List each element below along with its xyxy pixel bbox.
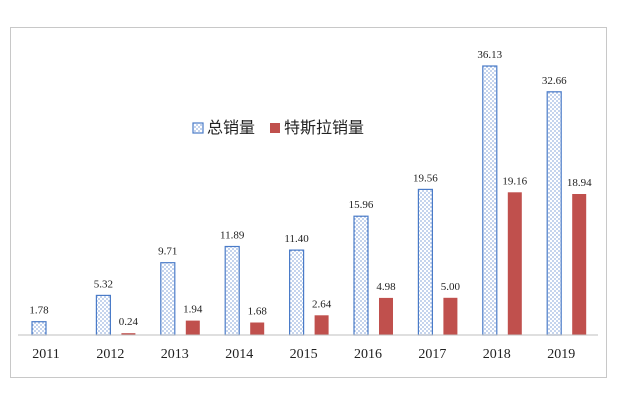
bar-series2-2012 [121, 333, 136, 335]
value-label-series2-2017: 5.00 [441, 281, 461, 293]
value-label-series2-2015: 2.64 [312, 298, 332, 310]
value-label-series1-2016: 15.96 [349, 199, 374, 211]
bars-layer [31, 65, 587, 336]
x-tick-label-2014: 2014 [225, 347, 253, 362]
value-label-series1-2019: 32.66 [542, 75, 567, 87]
legend-swatch-series2 [270, 123, 280, 133]
value-label-series1-2011: 1.78 [29, 305, 49, 317]
bar-series2-2014 [250, 322, 265, 335]
bar-series2-2017 [443, 297, 458, 335]
bar-series2-2018 [507, 192, 522, 335]
value-label-series2-2018: 19.16 [502, 175, 527, 187]
bar-series1-2013 [160, 262, 176, 336]
bar-series2-2015 [314, 315, 329, 335]
bar-series2-2016 [379, 297, 393, 335]
value-label-series2-2013: 1.94 [183, 304, 203, 316]
legend-label-series2: 特斯拉销量 [284, 118, 364, 137]
value-label-series1-2012: 5.32 [94, 278, 113, 290]
value-label-series2-2012: 0.24 [119, 316, 139, 328]
bar-series1-2012 [95, 294, 112, 336]
x-tick-label-2011: 2011 [32, 347, 59, 362]
bar-series1-2015 [289, 249, 305, 336]
value-label-series1-2017: 19.56 [413, 172, 438, 184]
value-label-series2-2016: 4.98 [376, 281, 396, 293]
legend-label-series1: 总销量 [207, 118, 255, 137]
value-label-series2-2014: 1.68 [248, 306, 268, 318]
value-label-series1-2013: 9.71 [158, 246, 177, 258]
bar-series1-2019 [546, 91, 562, 336]
legend: 总销量 特斯拉销量 [192, 118, 364, 137]
bar-series1-2011 [31, 321, 47, 336]
value-label-series1-2014: 11.89 [220, 230, 245, 242]
bar-series1-2018 [482, 65, 498, 336]
value-label-series1-2018: 36.13 [477, 49, 502, 61]
x-tick-label-2019: 2019 [547, 347, 575, 362]
value-label-series2-2019: 18.94 [567, 177, 592, 189]
x-tick-labels-layer: 2011 2012 2013 2014 2015 2016 2017 2018 2019 [32, 347, 575, 362]
x-tick-label-2015: 2015 [290, 347, 318, 362]
bar-series2-2013 [185, 320, 200, 335]
x-tick-label-2017: 2017 [418, 347, 446, 362]
bar-series1-2017 [417, 188, 433, 336]
value-labels-layer: 1.78 5.32 0.24 9.71 1.94 11.89 1.68 11.40 2.64 15… [29, 49, 592, 328]
x-tick-label-2012: 2012 [96, 347, 124, 362]
bar-series1-2016 [353, 215, 369, 336]
value-label-series1-2015: 11.40 [284, 233, 309, 245]
bar-series1-2014 [224, 245, 240, 336]
legend-swatch-series1 [192, 122, 204, 134]
x-tick-label-2013: 2013 [161, 347, 189, 362]
bar-series2-2019 [572, 194, 587, 335]
x-tick-label-2016: 2016 [354, 347, 382, 362]
x-tick-label-2018: 2018 [483, 347, 511, 362]
